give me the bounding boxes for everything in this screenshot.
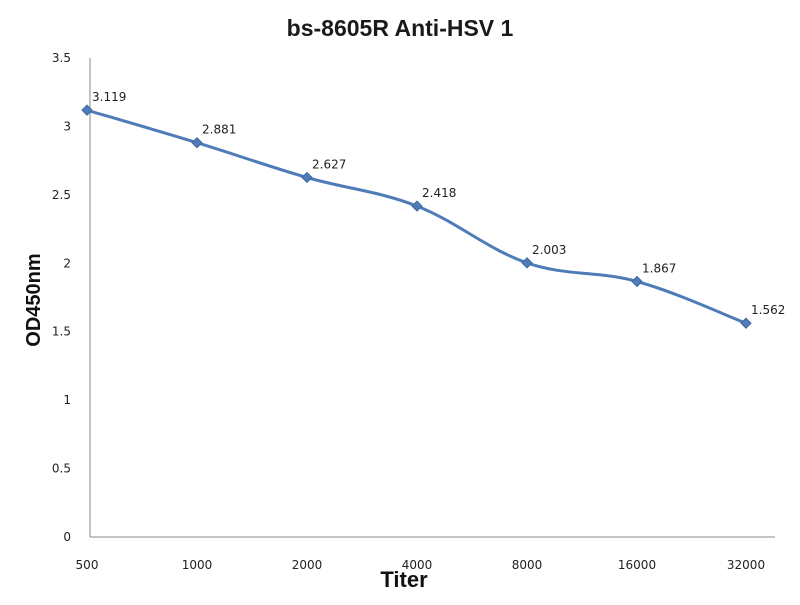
x-tick-label: 32000 <box>727 558 765 572</box>
x-tick-label: 1000 <box>182 558 213 572</box>
y-tick-label: 3 <box>63 119 71 133</box>
data-point <box>191 137 203 149</box>
x-tick-label: 16000 <box>618 558 656 572</box>
y-axis-title: OD450nm <box>23 253 45 346</box>
x-axis-title: Titer <box>380 567 428 592</box>
y-tick-label: 0 <box>63 530 71 544</box>
data-label: 1.867 <box>642 261 676 275</box>
y-tick-label: 3.5 <box>52 51 71 65</box>
data-labels: 3.119 2.881 2.627 2.418 2.003 1.867 1.562 <box>92 90 785 317</box>
data-point <box>411 200 423 212</box>
data-label: 1.562 <box>751 303 785 317</box>
x-tick-label: 2000 <box>292 558 323 572</box>
y-tick-label: 0.5 <box>52 462 71 476</box>
y-tick-label: 1 <box>63 393 71 407</box>
data-point <box>740 317 752 329</box>
data-label: 2.418 <box>422 186 456 200</box>
y-tick-label: 1.5 <box>52 325 71 339</box>
data-label: 2.881 <box>202 123 236 137</box>
x-tick-label: 500 <box>76 558 99 572</box>
x-tick-labels: 500 1000 2000 4000 8000 16000 32000 <box>76 558 766 572</box>
data-point <box>301 171 313 184</box>
data-label: 2.627 <box>312 157 346 171</box>
chart-title: bs-8605R Anti-HSV 1 <box>287 15 514 41</box>
data-point <box>81 104 93 116</box>
series-points <box>81 104 752 329</box>
x-tick-label: 8000 <box>512 558 543 572</box>
x-tick-label: 4000 <box>402 558 433 572</box>
y-tick-labels: 0 0.5 1 1.5 2 2.5 3 3.5 <box>52 51 71 544</box>
data-point <box>521 257 533 269</box>
y-tick-label: 2.5 <box>52 188 71 202</box>
y-tick-label: 2 <box>63 256 71 270</box>
data-point <box>631 275 643 288</box>
data-label: 2.003 <box>532 243 566 257</box>
data-label: 3.119 <box>92 90 126 104</box>
series-line <box>85 108 748 325</box>
